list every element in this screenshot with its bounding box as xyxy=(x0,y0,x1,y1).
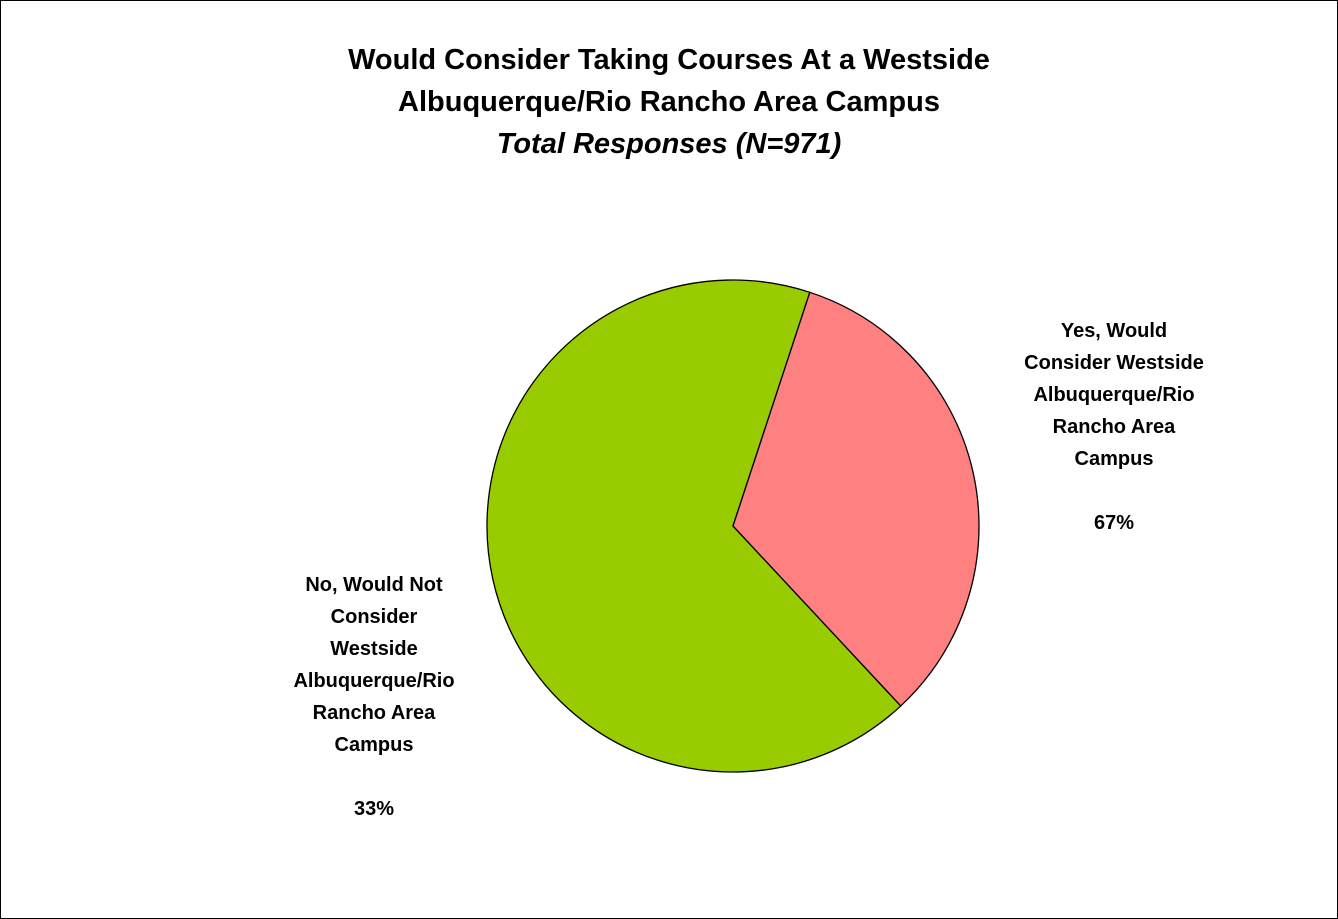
slice-value-yes: 67% xyxy=(1093,512,1135,534)
slice-label-yes: Yes, Would Consider Westside Albuquerque… xyxy=(964,283,1264,539)
slice-label-no-text: No, Would Not Consider Westside Albuquer… xyxy=(293,574,455,756)
pie-slice-yes xyxy=(486,279,902,773)
pie-slice-no xyxy=(732,291,980,707)
slice-value-no: 33% xyxy=(353,798,395,820)
slice-label-no: No, Would Not Consider Westside Albuquer… xyxy=(224,537,524,825)
chart-title-line-2: Albuquerque/Rio Rancho Area Campus xyxy=(398,86,940,118)
slice-label-yes-text: Yes, Would Consider Westside Albuquerque… xyxy=(1024,320,1204,470)
chart-title-line-1: Would Consider Taking Courses At a Wests… xyxy=(348,44,990,76)
chart-subtitle: Total Responses (N=971) xyxy=(496,128,842,160)
